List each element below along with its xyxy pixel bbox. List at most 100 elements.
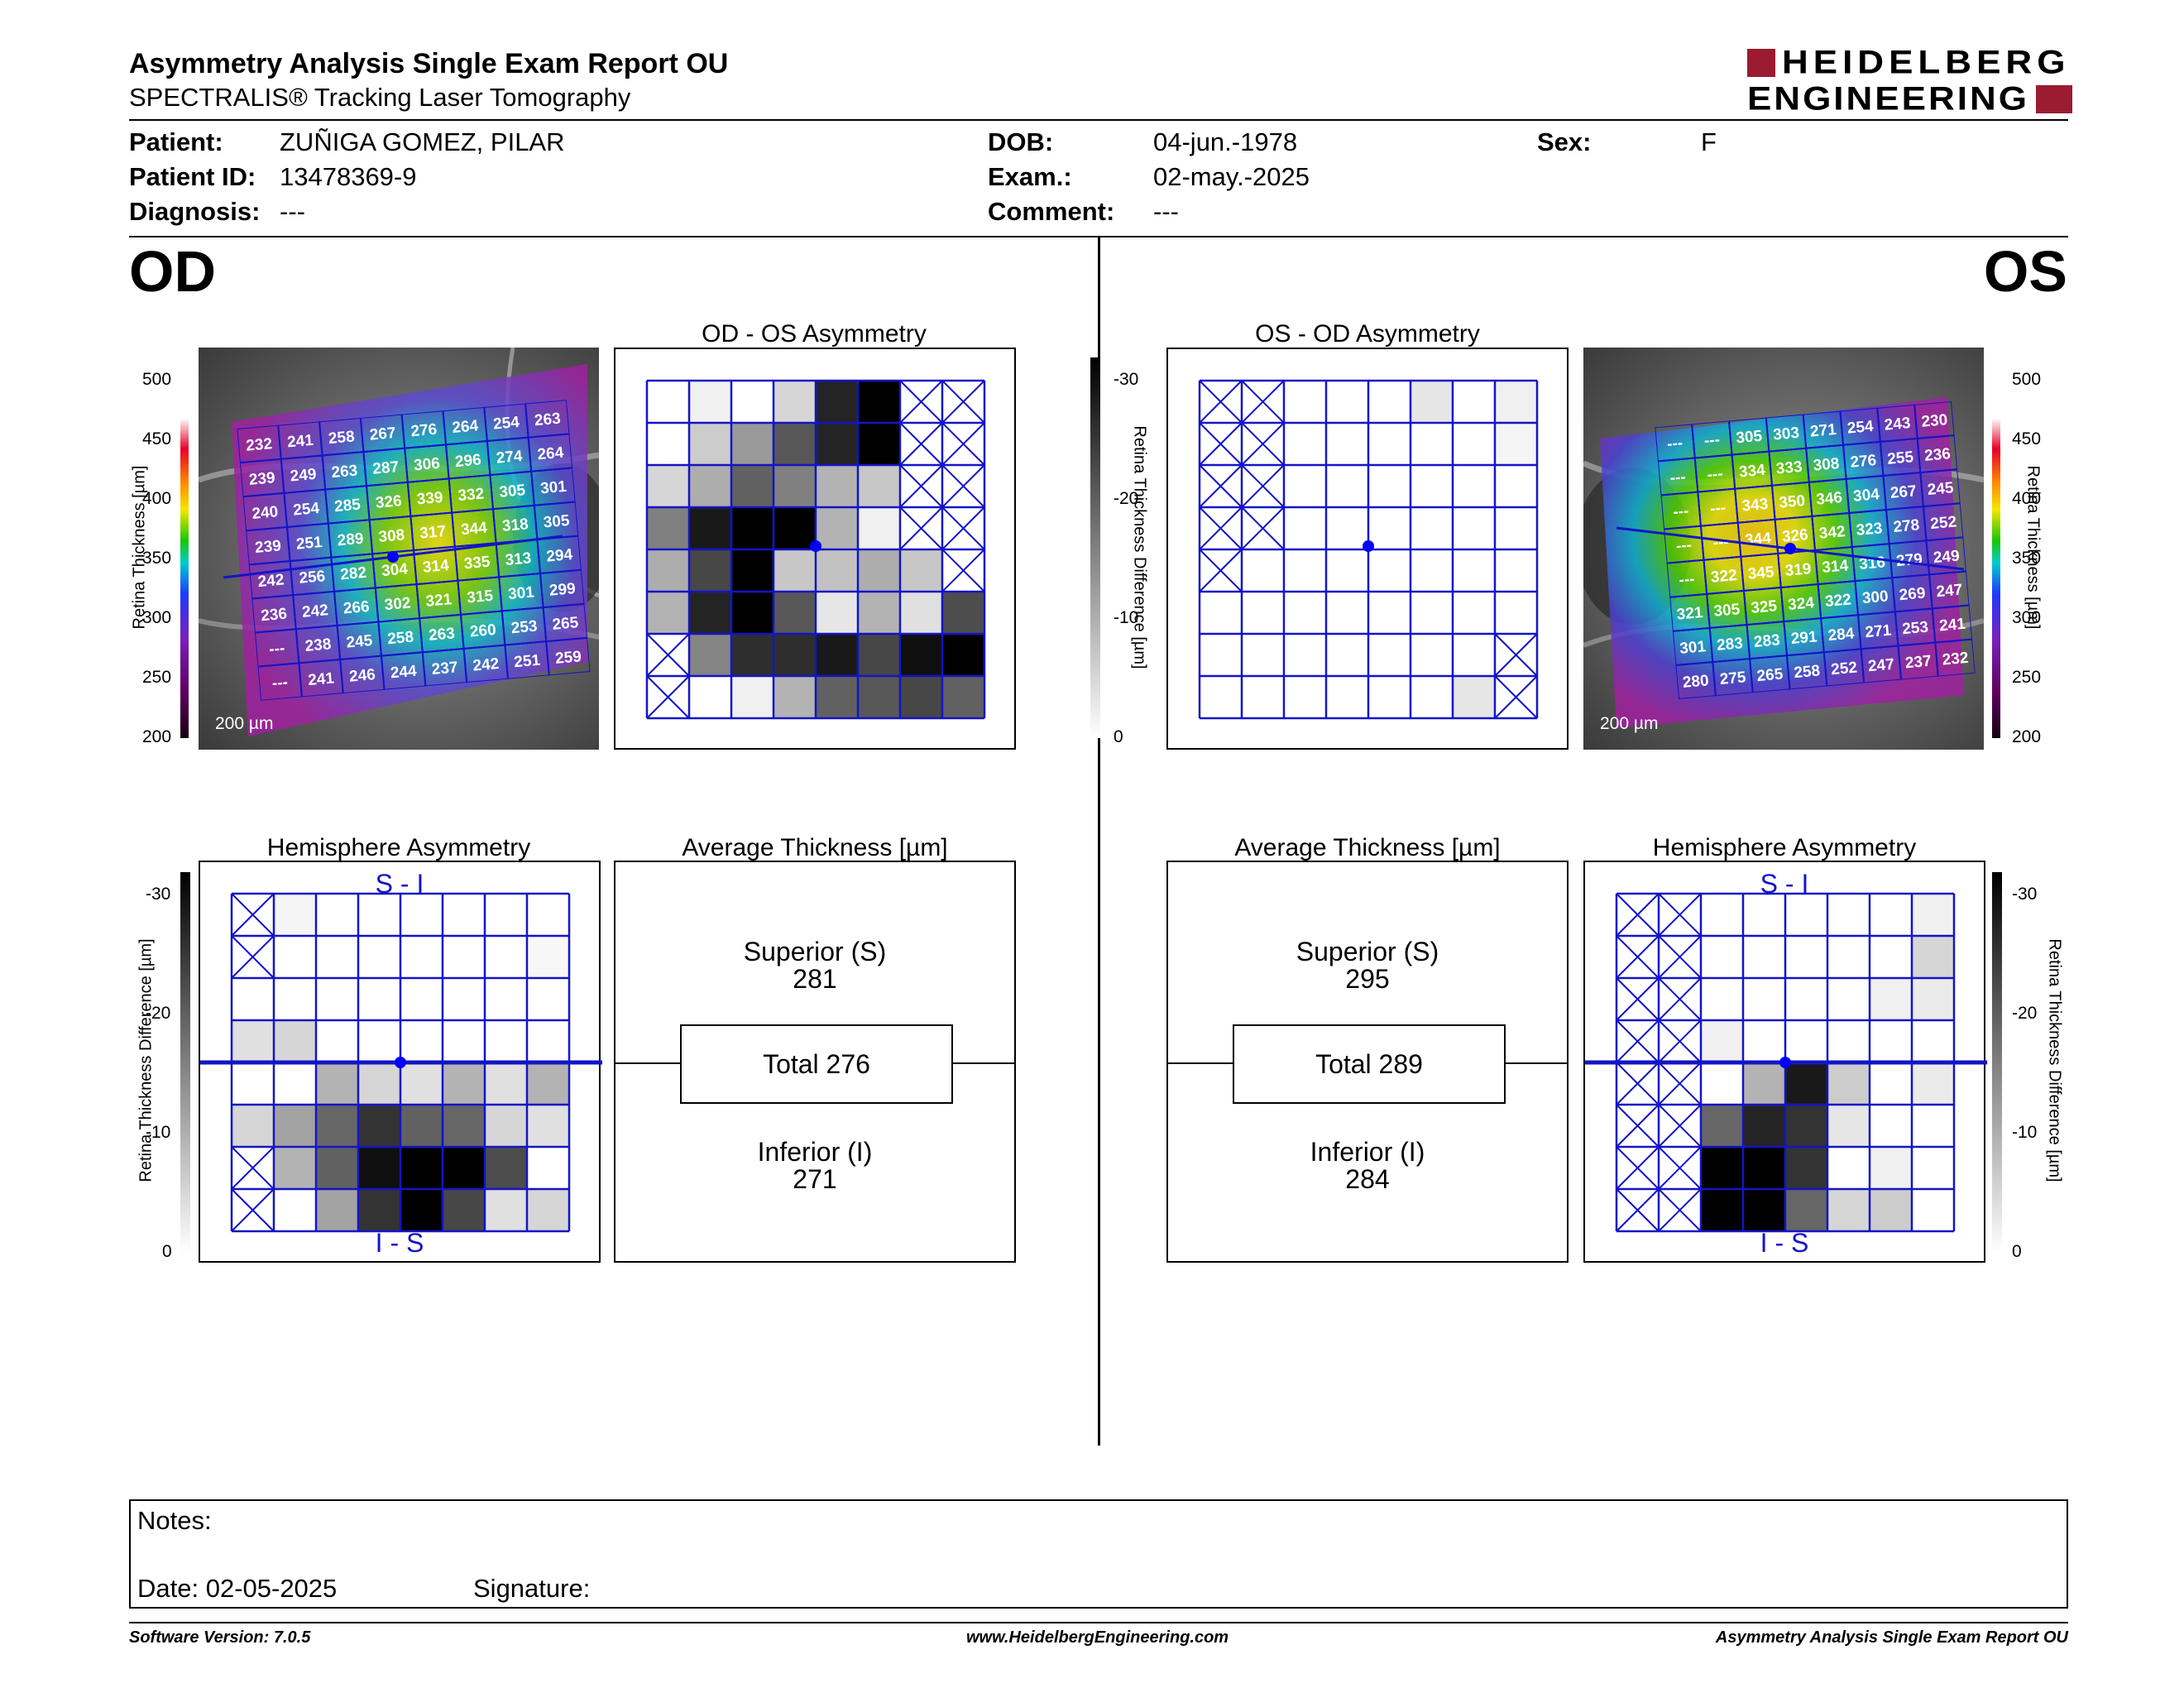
grid-cell (443, 1105, 485, 1147)
thickness-value: 344 (460, 520, 488, 539)
od-inferior-label: Inferior (I) (757, 1137, 873, 1167)
thickness-value: 294 (546, 546, 574, 566)
thickness-value: 315 (467, 587, 495, 607)
grid-cell (1495, 381, 1537, 423)
grid-cell (774, 634, 816, 676)
grid-cell (443, 1147, 485, 1189)
grid-cell (1870, 978, 1912, 1020)
grid-cell (400, 1189, 443, 1231)
grid-cell (231, 1146, 275, 1190)
grid-cell (1616, 1146, 1660, 1190)
grid-cell (1199, 380, 1243, 424)
grid-cell (1616, 935, 1660, 979)
grid-cell (400, 1147, 443, 1189)
grid-cell (1658, 1062, 1702, 1105)
exam-label: Exam.: (988, 162, 1072, 191)
thickness-value: 237 (431, 659, 458, 679)
diagnosis-value: --- (280, 197, 305, 226)
grid-cell (731, 592, 774, 634)
grid-cell (816, 676, 858, 718)
grid-cell (316, 978, 358, 1020)
od-total-box: Total 276 (680, 1024, 953, 1104)
thickness-value: 284 (1827, 625, 1856, 645)
grid-cell (1743, 1105, 1785, 1147)
grid-cell (358, 1020, 400, 1062)
thickness-value: 332 (457, 485, 485, 505)
grid-cell (689, 423, 731, 465)
grid-cell (1326, 423, 1368, 465)
thickness-value: 304 (381, 560, 409, 580)
grid-cell (1199, 549, 1243, 592)
grid-cell (1326, 592, 1368, 634)
grid-cell (941, 464, 985, 508)
thickness-value: 242 (257, 571, 285, 591)
thickness-value: 230 (1921, 411, 1948, 431)
od-superior-value: 281 (793, 964, 837, 994)
thickness-value: 269 (1899, 584, 1926, 604)
thickness-value: 287 (372, 458, 400, 478)
grid-cell (316, 1020, 358, 1062)
thickness-value: 254 (293, 500, 321, 520)
grid-cell (485, 1189, 527, 1231)
footer-report-name: Asymmetry Analysis Single Exam Report OU (1715, 1628, 2068, 1647)
grid-cell (443, 1062, 485, 1105)
grid-cell (232, 1020, 274, 1062)
grid-cell (274, 1105, 316, 1147)
grid-cell (527, 1105, 569, 1147)
grid-cell (1368, 592, 1410, 634)
grid-cell (1616, 1019, 1660, 1063)
grid-cell (1368, 634, 1410, 676)
grid-cell (400, 894, 443, 936)
grid-cell (1870, 1105, 1912, 1147)
grid-cell (1827, 1062, 1870, 1105)
grid-cell (1827, 894, 1870, 936)
logo-line2: ENGINEERING (1746, 80, 2029, 117)
os-scale-label: 200 µm (1600, 714, 1659, 733)
grid-cell (527, 1020, 569, 1062)
od-asymmetry-panel (614, 348, 1016, 750)
grid-cell (1326, 507, 1368, 549)
grid-cell (647, 381, 689, 423)
diff-colorbar-middle (1090, 357, 1100, 738)
grid-cell (1912, 1020, 1954, 1062)
thickness-value: 232 (246, 435, 273, 455)
grid-cell (689, 549, 731, 592)
thickness-value: 232 (1942, 650, 1969, 669)
thickness-value: --- (1666, 434, 1684, 453)
thickness-value: 249 (290, 466, 317, 486)
grid-cell (1284, 592, 1326, 634)
grid-cell (485, 1147, 527, 1189)
thickness-value: 253 (510, 617, 538, 637)
thickness-value: 236 (1923, 445, 1951, 465)
website-link[interactable]: www.HeidelbergEngineering.com (966, 1628, 1229, 1647)
grid-cell (942, 634, 984, 676)
grid-cell (527, 978, 569, 1020)
grid-cell (899, 380, 943, 424)
thickness-value: 296 (454, 451, 481, 471)
grid-cell (1616, 1104, 1660, 1148)
grid-cell (274, 936, 316, 978)
thickness-value: 236 (260, 606, 287, 626)
grid-cell (400, 1105, 443, 1147)
grid-cell (774, 549, 816, 592)
grid-cell (816, 592, 858, 634)
dob-label: DOB: (988, 127, 1054, 156)
grid-cell (1743, 894, 1785, 936)
thickness-value: --- (268, 640, 285, 659)
thickness-value: 275 (1719, 669, 1747, 688)
grid-cell (1616, 1188, 1660, 1232)
thickness-value: 258 (387, 629, 414, 649)
grid-cell (1743, 1020, 1785, 1062)
thickness-value: --- (1707, 465, 1724, 484)
thickness-value: 350 (1779, 492, 1806, 512)
grid-cell (358, 1062, 400, 1105)
thickness-value: 342 (1818, 523, 1846, 543)
notes-box[interactable]: Notes: Date: 02-05-2025 Signature: (129, 1499, 2068, 1609)
thickness-value: 334 (1738, 462, 1766, 482)
grid-cell (1494, 675, 1538, 719)
grid-cell (1284, 465, 1326, 507)
grid-cell (443, 894, 485, 936)
grid-cell (858, 634, 900, 676)
date-label: Date: 02-05-2025 (137, 1574, 338, 1603)
grid-cell (400, 1020, 443, 1062)
